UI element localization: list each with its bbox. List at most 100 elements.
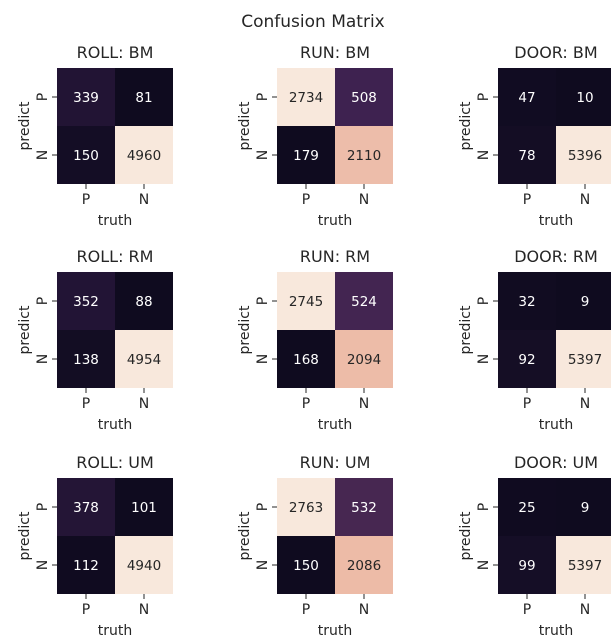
cell-value-label: 2086 [347,558,381,574]
cell-value-label: 508 [351,90,377,106]
y-axis-label: predict [458,305,474,354]
heatmap-cell [115,330,173,388]
heatmap-cell [335,272,393,330]
cell-value-label: 5397 [568,558,602,574]
y-tick-label: N [255,560,271,570]
heatmap-cell [277,536,335,594]
y-tick-label: P [35,93,51,101]
cell-value-label: 352 [73,294,99,310]
heatmap-cell [277,126,335,184]
heatmap-cell [57,272,115,330]
y-tick-label: P [255,93,271,101]
x-axis-label: truth [98,417,132,433]
x-tick-label: P [82,192,90,208]
cell-value-label: 10 [576,90,593,106]
cell-value-label: 112 [73,558,99,574]
heatmap-cell [556,536,611,594]
cell-value-label: 4960 [127,148,161,164]
cell-value-label: 150 [73,148,99,164]
cell-value-label: 2763 [289,500,323,516]
y-axis-label: predict [237,511,253,560]
heatmap-cell [277,330,335,388]
heatmap-cell [335,68,393,126]
cell-value-label: 179 [293,148,319,164]
heatmap-cell [57,536,115,594]
y-tick-label: N [255,150,271,160]
y-axis-label: predict [237,305,253,354]
cell-value-label: 32 [518,294,535,310]
x-tick-label: P [82,602,90,618]
x-tick-label: P [302,602,310,618]
x-tick-label: N [580,192,590,208]
x-tick-label: P [523,192,531,208]
cell-value-label: 138 [73,352,99,368]
y-axis-label: predict [458,101,474,150]
x-axis-label: truth [318,417,352,433]
x-tick-label: N [359,602,369,618]
y-tick-label: N [35,560,51,570]
heatmap-cell [335,536,393,594]
cell-value-label: 92 [518,352,535,368]
heatmap-cell [57,330,115,388]
figure-title: Confusion Matrix [241,12,385,32]
panel-title: DOOR: RM [514,247,598,266]
panel-title: DOOR: UM [514,453,598,472]
heatmap-cell [277,272,335,330]
heatmap-cell [498,272,556,330]
heatmap-cell [556,330,611,388]
x-tick-label: P [82,396,90,412]
y-tick-label: P [255,503,271,511]
panel-title: RUN: RM [300,247,370,266]
cell-value-label: 101 [131,500,157,516]
cell-value-label: 47 [518,90,535,106]
cell-value-label: 378 [73,500,99,516]
panel-title: ROLL: BM [77,43,154,62]
heatmap-cell [115,68,173,126]
heatmap-cell [498,126,556,184]
heatmap-cell [57,478,115,536]
cell-value-label: 4940 [127,558,161,574]
y-axis-label: predict [17,511,33,560]
y-tick-label: P [476,297,492,305]
x-tick-label: P [302,396,310,412]
heatmap-cell [115,126,173,184]
heatmap-cell [115,478,173,536]
cell-value-label: 2110 [347,148,381,164]
x-tick-label: P [302,192,310,208]
cell-value-label: 4954 [127,352,161,368]
heatmap-cell [498,330,556,388]
heatmap-cell [115,272,173,330]
x-tick-label: N [359,192,369,208]
heatmap-cell [57,68,115,126]
heatmap-cell [277,68,335,126]
cell-value-label: 524 [351,294,377,310]
heatmap-cell [498,478,556,536]
x-tick-label: P [523,396,531,412]
x-axis-label: truth [539,417,573,433]
heatmap-cell [335,478,393,536]
y-tick-label: P [35,297,51,305]
y-tick-label: N [255,354,271,364]
cell-value-label: 88 [135,294,152,310]
y-tick-label: N [476,560,492,570]
x-tick-label: N [580,602,590,618]
cell-value-label: 2745 [289,294,323,310]
cell-value-label: 339 [73,90,99,106]
heatmap-cell [498,68,556,126]
cell-value-label: 532 [351,500,377,516]
heatmap-cell [57,126,115,184]
x-tick-label: N [139,192,149,208]
y-axis-label: predict [458,511,474,560]
panel-title: RUN: UM [300,453,371,472]
x-axis-label: truth [318,213,352,229]
panel-title: ROLL: RM [77,247,154,266]
